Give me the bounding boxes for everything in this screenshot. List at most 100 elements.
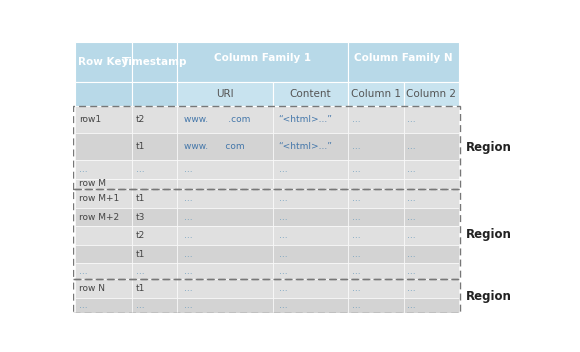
Text: t2: t2 <box>136 231 145 240</box>
Text: ...: ... <box>407 115 416 124</box>
Text: t1: t1 <box>136 284 145 293</box>
Text: ...: ... <box>352 231 361 240</box>
Bar <box>177 106 273 133</box>
Text: ...: ... <box>184 213 193 222</box>
Bar <box>132 245 177 263</box>
Bar <box>273 106 348 133</box>
Text: Region: Region <box>466 141 512 154</box>
Text: ...: ... <box>136 165 144 174</box>
Bar <box>75 226 132 245</box>
Text: ...: ... <box>352 165 361 174</box>
Text: ...: ... <box>278 213 287 222</box>
Bar <box>348 279 404 297</box>
Text: Row Key: Row Key <box>78 57 129 67</box>
Text: Region: Region <box>466 290 512 303</box>
Text: ...: ... <box>407 231 416 240</box>
Bar <box>177 226 273 245</box>
Text: ...: ... <box>184 267 193 276</box>
Bar <box>273 226 348 245</box>
Bar <box>75 42 132 82</box>
Bar <box>273 178 348 189</box>
Bar <box>404 189 459 208</box>
Text: Column Family N: Column Family N <box>354 53 453 63</box>
Bar <box>273 208 348 226</box>
Text: “<html>...”: “<html>...” <box>278 115 332 124</box>
Bar <box>404 297 459 313</box>
Bar <box>177 208 273 226</box>
Bar <box>273 189 348 208</box>
Bar <box>177 133 273 160</box>
Bar <box>74 279 461 313</box>
Text: Timestamp: Timestamp <box>122 57 187 67</box>
Text: ...: ... <box>352 284 361 293</box>
Text: ...: ... <box>184 250 193 259</box>
Bar <box>132 82 177 106</box>
Text: ...: ... <box>352 142 361 151</box>
Bar <box>404 208 459 226</box>
Bar <box>132 133 177 160</box>
Bar <box>404 178 459 189</box>
Text: ...: ... <box>136 267 144 276</box>
Bar <box>75 189 132 208</box>
Bar <box>348 160 404 178</box>
Text: www.       .com: www. .com <box>184 115 251 124</box>
Text: ...: ... <box>184 301 193 310</box>
Text: URI: URI <box>216 89 234 99</box>
Text: row N: row N <box>79 284 105 293</box>
Bar <box>132 106 177 133</box>
Text: “<html>...”: “<html>...” <box>278 142 332 151</box>
Bar <box>132 160 177 178</box>
Bar <box>75 82 132 106</box>
Text: Column 1: Column 1 <box>351 89 401 99</box>
Text: t3: t3 <box>136 213 145 222</box>
Text: ...: ... <box>278 250 287 259</box>
Text: ...: ... <box>407 250 416 259</box>
Bar <box>177 42 348 82</box>
Bar <box>132 263 177 279</box>
Bar <box>404 82 459 106</box>
Text: ...: ... <box>278 231 287 240</box>
Text: t1: t1 <box>136 194 145 203</box>
Text: row M+2: row M+2 <box>79 213 119 222</box>
Bar <box>404 245 459 263</box>
Text: ...: ... <box>184 194 193 203</box>
Text: Content: Content <box>290 89 332 99</box>
Bar <box>404 160 459 178</box>
Text: ...: ... <box>184 284 193 293</box>
Bar <box>348 178 404 189</box>
Bar <box>273 160 348 178</box>
Bar <box>273 82 348 106</box>
Text: ...: ... <box>184 231 193 240</box>
Bar <box>74 106 461 189</box>
Bar <box>75 263 132 279</box>
Text: ...: ... <box>407 142 416 151</box>
Bar <box>132 178 177 189</box>
Bar <box>404 226 459 245</box>
Bar <box>177 279 273 297</box>
Text: ...: ... <box>407 213 416 222</box>
Text: row M: row M <box>79 180 106 188</box>
Text: row M+1: row M+1 <box>79 194 119 203</box>
Text: ...: ... <box>352 115 361 124</box>
Bar <box>404 279 459 297</box>
Text: ...: ... <box>352 301 361 310</box>
Text: ...: ... <box>352 213 361 222</box>
Bar <box>177 82 273 106</box>
Bar <box>132 226 177 245</box>
Text: ...: ... <box>352 267 361 276</box>
Bar <box>273 133 348 160</box>
Text: ...: ... <box>278 165 287 174</box>
Bar <box>273 297 348 313</box>
Bar <box>75 297 132 313</box>
Text: ...: ... <box>278 301 287 310</box>
Bar <box>75 133 132 160</box>
Text: ...: ... <box>278 267 287 276</box>
Bar <box>177 189 273 208</box>
Text: ...: ... <box>79 301 88 310</box>
Bar <box>132 297 177 313</box>
Text: t1: t1 <box>136 250 145 259</box>
Bar <box>75 106 132 133</box>
Text: ...: ... <box>352 250 361 259</box>
Bar <box>75 245 132 263</box>
Bar <box>348 82 404 106</box>
